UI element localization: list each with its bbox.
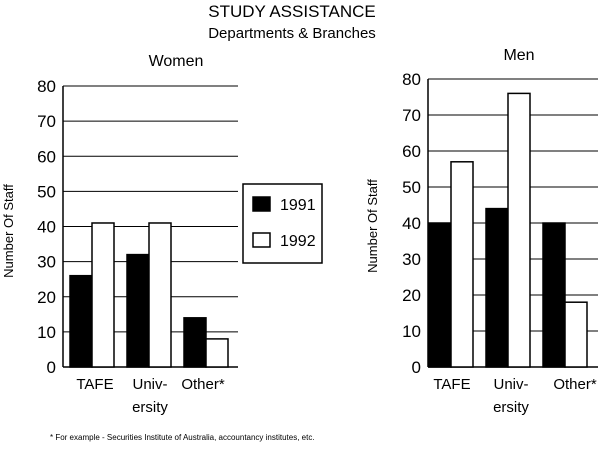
men-y-tick-10: 10 xyxy=(402,322,421,341)
men-y-tick-80: 80 xyxy=(402,70,421,89)
women-y-tick-50: 50 xyxy=(37,182,56,201)
men-bar-1992-2 xyxy=(564,301,588,368)
men-y-axis-label: Number Of Staff xyxy=(365,179,380,273)
men-category-label-0-0: TAFE xyxy=(433,376,470,393)
figure-title: STUDY ASSISTANCE xyxy=(208,2,376,21)
women-category-label-1-1: ersity xyxy=(132,399,168,416)
women-bar-1992-0 xyxy=(91,222,115,368)
men-bar-1991-2 xyxy=(542,222,566,368)
men-category-label-1-1: ersity xyxy=(493,399,529,416)
men-chart: Men 0 10 20 30 40 50 60 70 80 Number Of Staff TAFE U… xyxy=(365,47,598,416)
women-y-tick-0: 0 xyxy=(47,358,56,377)
women-chart: Women 0 10 20 30 40 50 60 70 80 Number Of Staff TAF… xyxy=(1,53,238,416)
women-bar-1991-1 xyxy=(126,253,150,368)
men-y-tick-30: 30 xyxy=(402,250,421,269)
men-bar-1991-1 xyxy=(485,207,509,368)
women-y-tick-40: 40 xyxy=(37,218,56,237)
men-bar-1992-0 xyxy=(450,161,474,368)
women-bar-1991-2 xyxy=(183,317,207,368)
men-y-tick-50: 50 xyxy=(402,178,421,197)
women-y-tick-80: 80 xyxy=(37,77,56,96)
women-y-tick-10: 10 xyxy=(37,323,56,342)
legend: 1991 1992 xyxy=(242,183,323,264)
legend-box xyxy=(242,183,323,264)
women-y-tick-70: 70 xyxy=(37,112,56,131)
women-category-label-2-0: Other* xyxy=(181,376,225,393)
women-y-tick-60: 60 xyxy=(37,147,56,166)
men-category-label-1-0: Univ- xyxy=(493,376,528,393)
men-y-tick-70: 70 xyxy=(402,106,421,125)
figure-subtitle: Departments & Branches xyxy=(208,25,376,42)
legend-swatch-1991 xyxy=(252,196,271,212)
women-category-label-1-0: Univ- xyxy=(132,376,167,393)
men-y-tick-20: 20 xyxy=(402,286,421,305)
women-y-tick-20: 20 xyxy=(37,288,56,307)
legend-label-1992: 1992 xyxy=(280,233,316,250)
men-y-tick-40: 40 xyxy=(402,214,421,233)
men-bar-1992-1 xyxy=(507,92,531,368)
men-y-tick-60: 60 xyxy=(402,142,421,161)
women-bar-1992-1 xyxy=(148,222,172,368)
men-chart-title: Men xyxy=(503,47,534,64)
men-y-tick-0: 0 xyxy=(412,358,421,377)
men-bar-1991-0 xyxy=(428,222,452,368)
women-chart-title: Women xyxy=(149,53,204,70)
men-category-label-2-0: Other* xyxy=(553,376,597,393)
women-category-label-0-0: TAFE xyxy=(76,376,113,393)
footnote: * For example - Securities Institute of … xyxy=(50,433,315,442)
women-y-axis-label: Number Of Staff xyxy=(1,184,16,278)
women-bar-1991-0 xyxy=(69,274,93,368)
women-y-tick-30: 30 xyxy=(37,253,56,272)
legend-swatch-1992 xyxy=(252,232,271,248)
legend-label-1991: 1991 xyxy=(280,197,316,214)
women-bar-1992-2 xyxy=(205,338,229,368)
